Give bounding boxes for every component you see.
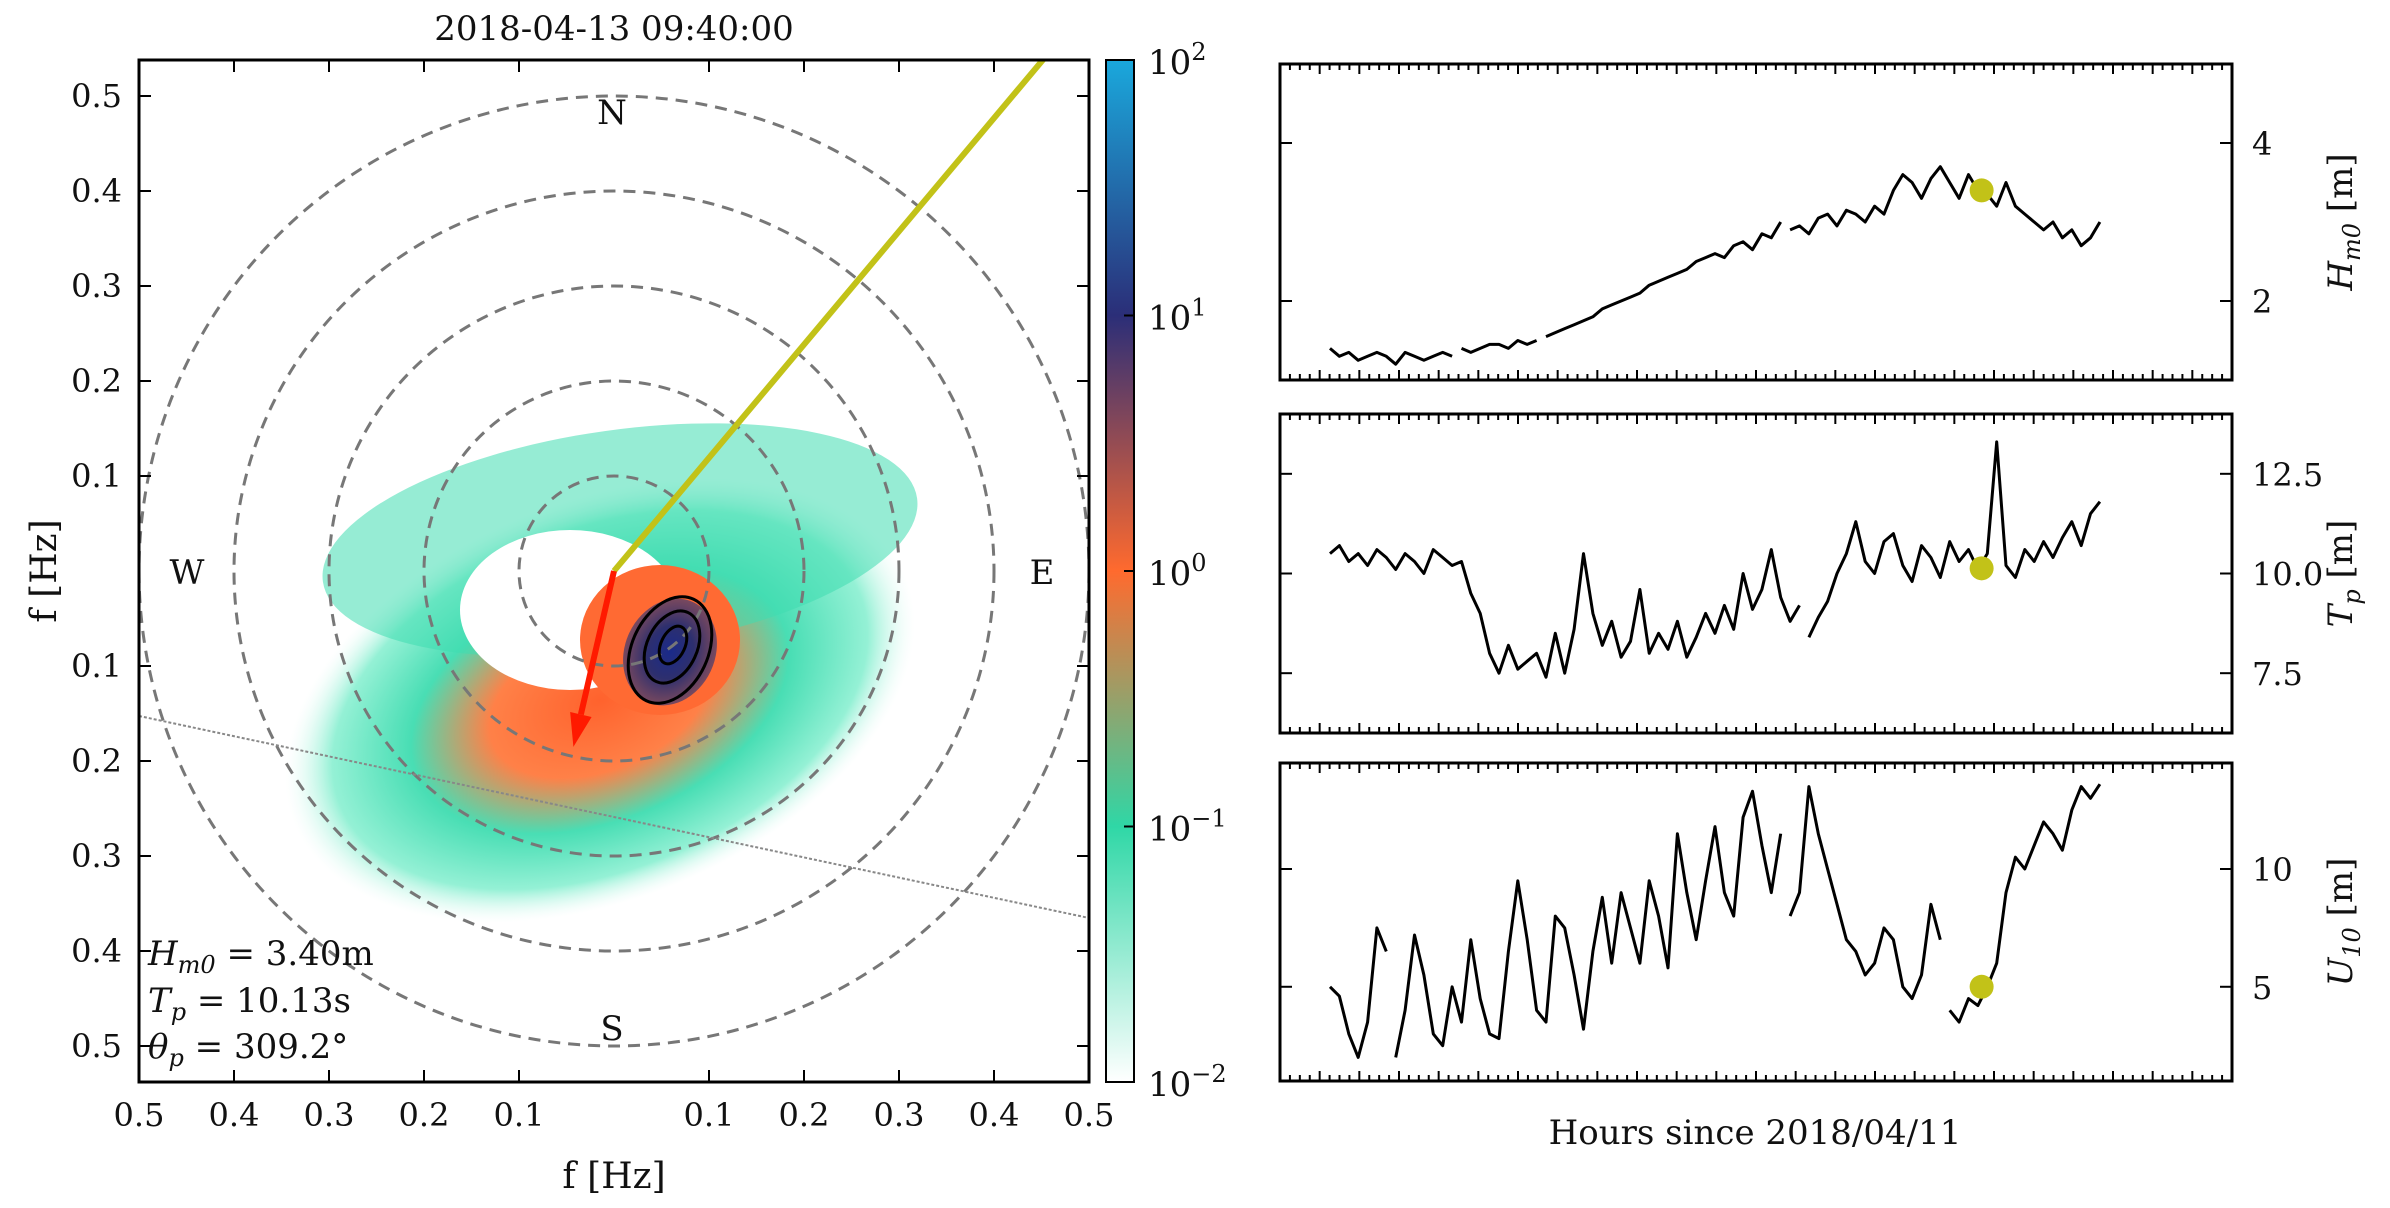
polar-x-tick-label: 0.3 [874, 1096, 925, 1134]
compass-south: S [600, 1009, 623, 1049]
y-axis-label: Hm0 [m] [2321, 153, 2366, 291]
polar-x-tick-label: 0.3 [304, 1096, 355, 1134]
y-axis-label: U10 [m] [2321, 858, 2366, 987]
colorbar-tick-label: 101 [1148, 294, 1207, 339]
y-tick-label: 12.5 [2252, 456, 2323, 494]
wind-arrow-shaft [577, 570, 617, 716]
polar-y-tick-label: 0.5 [71, 77, 122, 115]
annotation-thetap: θp = 309.2° [148, 1027, 348, 1072]
polar-x-tick-label: 0.4 [209, 1096, 260, 1134]
annotation-hm0: Hm0 = 3.40m [147, 934, 374, 979]
polar-x-tick-label: 0.2 [779, 1096, 830, 1134]
polar-y-tick-label: 0.4 [71, 172, 122, 210]
time-series-panel-2: 7.5 10.0 12.5 Tp [m] [1278, 412, 2366, 735]
y-tick-label: 10.0 [2252, 556, 2323, 594]
time-series-panel-1: 2 4 Hm0 [m] [1278, 62, 2366, 382]
time-axis-label: Hours since 2018/04/11 [1549, 1113, 1962, 1153]
colorbar-ticks: 102 101 100 10−1 10−2 [1124, 38, 1227, 1105]
polar-x-tick-label: 0.1 [494, 1096, 545, 1134]
range-ring-4 [232, 189, 996, 953]
colorbar-tick-label: 10−1 [1148, 805, 1227, 850]
range-rings [139, 94, 1089, 1048]
polar-axes-frame [137, 58, 1091, 1084]
time-series-panel-3: 5 10 U10 [m] [1278, 761, 2366, 1083]
chart-title: 2018-04-13 09:40:00 [434, 9, 794, 49]
polar-y-tick-label: 0.2 [71, 362, 122, 400]
y-axis-label: f [Hz] [24, 519, 65, 622]
polar-spectrum-panel: 2018-04-13 09:40:00 0.5 0.4 0.3 0.2 0.1 0.1 0.… [24, 9, 1114, 1197]
current-time-marker [1969, 556, 1994, 581]
colorbar-tick-label: 102 [1148, 38, 1207, 83]
polar-y-tick-label: 0.1 [71, 457, 122, 495]
y-tick-label: 10 [2252, 851, 2293, 889]
y-axis-label: Tp [m] [2321, 520, 2366, 628]
polar-y-tick-label: 0.3 [71, 267, 122, 305]
x-axis-label: f [Hz] [562, 1156, 665, 1197]
reference-gray-line [139, 715, 1089, 919]
y-tick-label: 4 [2252, 125, 2272, 163]
polar-x-tick-label: 0.5 [1064, 1096, 1115, 1134]
wind-arrow-head [570, 712, 592, 747]
polar-y-tick-label: 0.3 [71, 837, 122, 875]
compass-east: E [1030, 553, 1055, 593]
compass-west: W [170, 553, 205, 593]
series-line [1329, 165, 2102, 366]
current-time-marker [1969, 974, 1994, 999]
range-ring-5 [139, 94, 1089, 1048]
polar-x-tick-label: 0.5 [114, 1096, 165, 1134]
polar-y-tick-label: 0.5 [71, 1027, 122, 1065]
polar-x-tick-label: 0.2 [399, 1096, 450, 1134]
range-ring-2 [422, 379, 806, 763]
current-time-marker [1969, 178, 1994, 203]
spectrum-energy-field [284, 423, 918, 923]
polar-x-tick-label: 0.1 [684, 1096, 735, 1134]
annotation-tp: Tp = 10.13s [148, 981, 351, 1026]
polar-y-ticks: 0.5 0.4 0.3 0.2 0.1 0.1 0.2 0.3 0.4 0.5 [71, 77, 1089, 1065]
compass-north: N [597, 93, 627, 133]
wind-direction-arrow [570, 570, 617, 747]
range-ring-3 [327, 284, 901, 858]
colorbar-tick-label: 100 [1148, 549, 1207, 594]
polar-y-tick-label: 0.2 [71, 742, 122, 780]
colorbar: 102 101 100 10−1 10−2 [1105, 38, 1227, 1105]
time-series-panels: 2 4 Hm0 [m] 7.5 10.0 12.5 Tp [m] 5 10 U10 [m] [1278, 62, 2366, 1083]
y-tick-label: 7.5 [2252, 655, 2303, 693]
series-line [1328, 783, 2102, 1059]
series-line [1329, 440, 2102, 679]
polar-x-tick-label: 0.4 [969, 1096, 1020, 1134]
polar-y-tick-label: 0.4 [71, 932, 122, 970]
y-tick-label: 2 [2252, 283, 2272, 321]
polar-y-tick-label: 0.1 [71, 647, 122, 685]
y-tick-label: 5 [2252, 969, 2272, 1007]
spectrum-contours [626, 595, 714, 705]
colorbar-tick-label: 10−2 [1148, 1060, 1227, 1105]
reference-direction-line [611, 60, 1047, 573]
range-ring-1 [517, 474, 711, 668]
polar-x-ticks: 0.5 0.4 0.3 0.2 0.1 0.1 0.2 0.3 0.4 0.5 [114, 60, 1115, 1134]
panel-frame [1278, 62, 2234, 382]
